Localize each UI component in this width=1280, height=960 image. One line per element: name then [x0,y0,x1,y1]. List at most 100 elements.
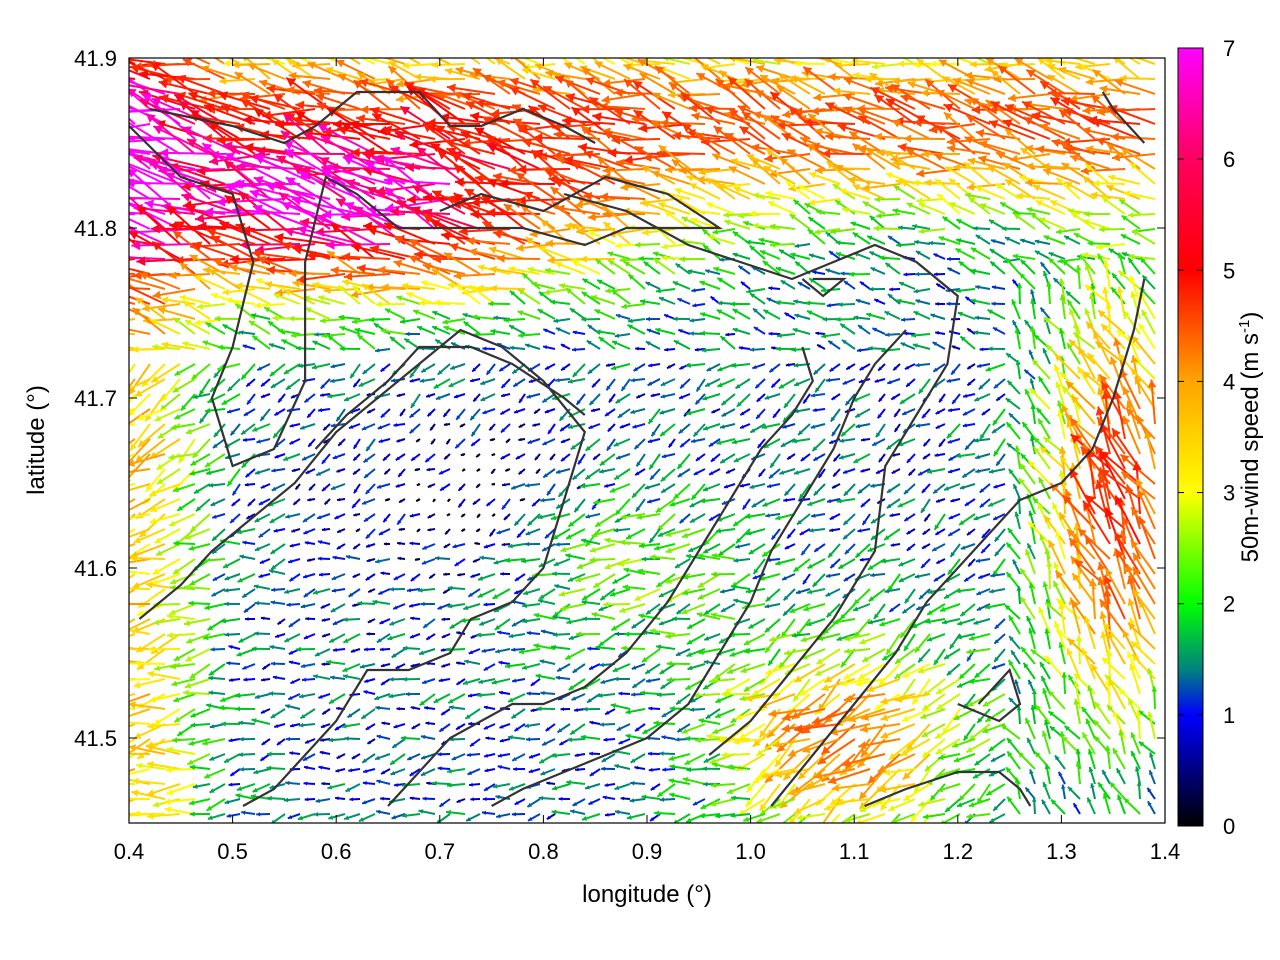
wind-vector-shaft [131,243,196,247]
wind-vector-head [437,150,448,160]
wind-vector-head [1056,178,1064,185]
wind-vector-head [949,202,957,209]
wind-vector-head [698,168,706,176]
wind-vector-head [1084,263,1091,271]
wind-vector-head [804,203,811,209]
wind-vector-head [194,319,201,326]
wind-vector-shaft [453,163,496,200]
wind-vector-head [681,216,689,223]
wind-vector-head [778,73,787,81]
wind-vector-head [375,301,382,308]
wind-vector-head [945,166,954,174]
wind-vector-head [413,309,420,315]
wind-vector-shaft [129,285,166,305]
wind-vector-head [235,179,245,190]
wind-vector-head [1129,275,1136,283]
wind-vector-head [830,228,836,235]
wind-vector-head [906,148,915,157]
wind-vector-head [174,221,185,230]
wind-vector-head [343,156,353,165]
wind-vector-head [746,154,755,162]
wind-vector-head [516,172,526,182]
wind-vector-head [936,283,941,288]
wind-vector-head [115,193,124,203]
wind-vector-head [991,285,997,290]
wind-vector-head [951,345,956,349]
wind-vector-head [301,166,312,176]
wind-vector-head [518,332,524,339]
wind-vector-head [885,262,891,268]
wind-vector-shaft [601,58,616,65]
wind-vector-head [320,136,331,145]
wind-vector-head [597,279,603,285]
wind-vector-head [288,71,297,81]
wind-vector-head [837,123,848,133]
wind-vector-head [563,155,574,166]
wind-vector-head [490,108,500,118]
wind-vector-head [348,51,355,57]
wind-vector-head [133,270,142,280]
wind-vector-head [622,584,629,590]
wind-vector-head [369,316,375,323]
wind-vector-head [179,262,189,271]
wind-vector-head [116,347,123,354]
wind-vector-head [351,243,362,253]
wind-vector-head [651,120,660,129]
wind-vector-head [730,301,735,307]
wind-vector-head [776,85,786,94]
wind-vector-head [717,277,724,283]
wind-vector-head [873,225,880,232]
wind-vector-shaft [317,123,376,155]
wind-vector-head [581,291,588,297]
wind-vector-head [206,228,217,238]
wind-vector-shaft [129,138,136,141]
wind-vector-head [451,342,456,347]
wind-vector-head [985,58,995,66]
wind-vector-head [323,286,331,295]
wind-vector-head [67,171,76,180]
wind-vector-head [432,325,438,331]
wind-vector-head [815,166,823,175]
wind-vector-head [960,336,966,342]
wind-vector-head [564,62,573,70]
wind-vector-head [187,139,198,148]
wind-vector-shaft [129,136,151,140]
wind-vector-head [866,312,872,318]
wind-vector-head [696,73,706,81]
wind-vector-head [1034,334,1040,341]
wind-vector-head [1130,291,1137,299]
wind-vector-head [434,299,441,307]
wind-vector-head [90,163,100,172]
wind-vector-head [615,313,621,319]
wind-vector-head [144,199,155,209]
wind-vector-shaft [562,119,616,125]
wind-vector-shaft [188,92,241,110]
wind-vector-head [891,84,901,93]
wind-vector-shaft [382,127,436,140]
wind-vector-head [474,127,485,137]
wind-vector-head [794,60,801,67]
wind-vector-head [560,47,567,53]
wind-vector-head [942,216,949,222]
wind-vector-head [614,88,623,98]
wind-vector-head [341,211,351,222]
wind-vector-head [256,146,266,156]
wind-vector-head [344,202,355,211]
wind-vector-head [373,323,380,329]
wind-vector-shaft [194,213,256,221]
wind-vector-head [638,123,648,133]
wind-vector-head [133,154,143,164]
wind-vector-head [988,166,996,174]
wind-vector-head [103,93,113,102]
wind-vector-head [222,324,229,330]
wind-vector-head [967,157,976,166]
wind-vector-head [723,58,728,62]
wind-vector-head [69,144,79,153]
wind-vector-head [938,59,948,67]
wind-vector-head [581,316,587,322]
wind-vector-shaft [129,182,136,185]
wind-vector-head [611,135,621,145]
wind-vector-head [173,230,183,240]
wind-vector-head [1063,107,1073,117]
wind-vector-head [1012,253,1019,260]
